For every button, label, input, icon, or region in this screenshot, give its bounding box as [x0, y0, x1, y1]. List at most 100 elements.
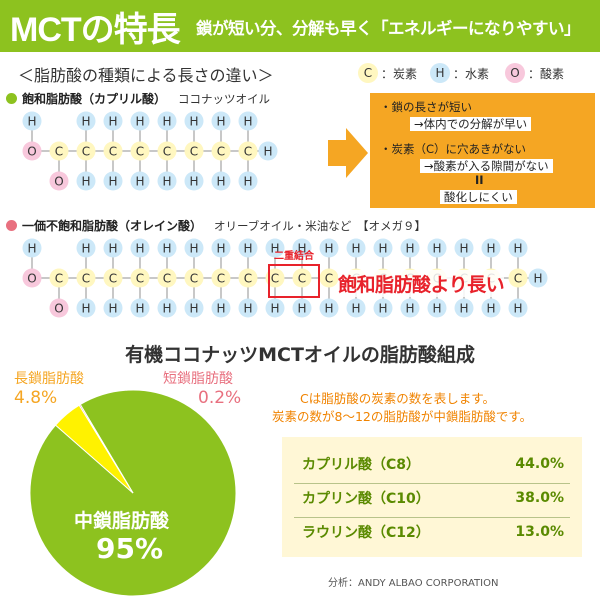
- svg-text:C: C: [244, 272, 252, 286]
- carbon-atom: C: [184, 141, 204, 161]
- info-box: ・鎖の長さが短い →体内での分解が早い ・炭素（C）に穴あきがない →酸素が入る…: [370, 93, 595, 208]
- svg-text:C: C: [514, 272, 522, 286]
- svg-text:H: H: [324, 302, 333, 316]
- pie-label-medium-chain: 中鎖脂肪酸: [74, 510, 170, 532]
- svg-text:H: H: [135, 242, 144, 256]
- right-arrow-icon: [328, 128, 368, 178]
- svg-text:H: H: [459, 302, 468, 316]
- svg-text:C: C: [82, 272, 90, 286]
- hydrogen-atom: H: [481, 298, 501, 318]
- hydrogen-atom: H: [346, 238, 366, 258]
- legend-oxygen-label: ：酸素: [528, 66, 565, 81]
- hydrogen-atom: H: [400, 238, 420, 258]
- hydrogen-atom: H: [211, 171, 231, 191]
- svg-text:H: H: [243, 115, 252, 129]
- svg-text:H: H: [297, 242, 306, 256]
- carbon-atom: C: [103, 141, 123, 161]
- hydrogen-atom: H: [238, 238, 258, 258]
- section-title: ＜脂肪酸の種類による長さの違い＞: [18, 66, 274, 85]
- table-row-name: ラウリン酸（C12）: [302, 525, 430, 541]
- svg-text:H: H: [162, 242, 171, 256]
- hydrogen-atom: H: [103, 298, 123, 318]
- svg-text:O: O: [54, 175, 63, 189]
- hydrogen-atom: H: [76, 238, 96, 258]
- legend-hydrogen: H ：水素: [430, 63, 489, 83]
- oxygen-atom: O: [49, 171, 69, 191]
- legend-carbon-label: ：炭素: [381, 66, 418, 81]
- carbon-atom: C: [76, 141, 96, 161]
- hydrogen-atom: H: [184, 171, 204, 191]
- svg-text:H: H: [297, 302, 306, 316]
- hydrogen-atom: H: [103, 111, 123, 131]
- hydrogen-atom: H: [76, 171, 96, 191]
- svg-text:H: H: [486, 242, 495, 256]
- svg-text:C: C: [190, 145, 198, 159]
- svg-text:H: H: [81, 115, 90, 129]
- hydrogen-atom: H: [211, 238, 231, 258]
- hydrogen-atom: H: [157, 238, 177, 258]
- hydrogen-atom: H: [265, 238, 285, 258]
- table-row-value: 38.0%: [515, 490, 564, 506]
- carbon-atom: C: [508, 268, 528, 288]
- svg-text:H: H: [135, 115, 144, 129]
- carbon-atom: C: [76, 268, 96, 288]
- hydrogen-atom: H: [238, 171, 258, 191]
- carbon-atom: C: [49, 268, 69, 288]
- carbon-atom: C: [211, 268, 231, 288]
- hydrogen-atom: H: [292, 238, 312, 258]
- carbon-atom: C: [319, 268, 339, 288]
- svg-text:H: H: [405, 302, 414, 316]
- hydrogen-atom: H: [211, 298, 231, 318]
- svg-text:H: H: [263, 145, 272, 159]
- svg-text:H: H: [189, 175, 198, 189]
- hydrogen-atom: H: [481, 238, 501, 258]
- composition-table: カプリル酸（C8） 44.0% カプリン酸（C10） 38.0% ラウリン酸（C…: [282, 437, 582, 557]
- svg-text:H: H: [351, 242, 360, 256]
- carbon-atom: C: [130, 141, 150, 161]
- hydrogen-atom: H: [211, 111, 231, 131]
- table-row-name: カプリン酸（C10）: [302, 491, 430, 507]
- table-row-value: 44.0%: [515, 456, 564, 472]
- svg-text:H: H: [216, 242, 225, 256]
- composition-pie-chart: [29, 389, 237, 597]
- svg-text:H: H: [108, 115, 117, 129]
- hydrogen-atom: H: [319, 298, 339, 318]
- hydrogen-atom: H: [265, 298, 285, 318]
- hydrogen-atom: H: [157, 298, 177, 318]
- carbon-atom: C: [238, 141, 258, 161]
- legend-oxygen: O ：酸素: [505, 63, 564, 83]
- svg-text:H: H: [432, 242, 441, 256]
- svg-text:H: H: [162, 115, 171, 129]
- pie-label-short-chain: 短鎖脂肪酸: [163, 371, 233, 387]
- svg-text:C: C: [217, 272, 225, 286]
- note-mct-definition: 炭素の数が8～12の脂肪酸が中鎖脂肪酸です。: [272, 409, 533, 424]
- svg-text:H: H: [189, 115, 198, 129]
- page-title: MCTの特長: [10, 11, 181, 49]
- svg-text:H: H: [216, 302, 225, 316]
- svg-text:H: H: [405, 242, 414, 256]
- svg-text:O: O: [27, 272, 36, 286]
- hydrogen-atom: H: [258, 141, 278, 161]
- svg-text:C: C: [325, 272, 333, 286]
- hydrogen-atom: H: [400, 298, 420, 318]
- info-line-2: →体内での分解が早い: [410, 117, 532, 131]
- svg-text:C: C: [244, 145, 252, 159]
- svg-text:H: H: [324, 242, 333, 256]
- svg-text:H: H: [162, 302, 171, 316]
- oleic-bullet-icon: [6, 220, 17, 231]
- svg-text:O: O: [27, 145, 36, 159]
- hydrogen-atom: H: [130, 111, 150, 131]
- hydrogen-atom: H: [157, 111, 177, 131]
- double-bond-highlight: [268, 264, 320, 298]
- header-banner: [0, 0, 600, 52]
- carbon-atom: C: [157, 141, 177, 161]
- svg-text:H: H: [432, 302, 441, 316]
- pie-value-medium-chain: 95%: [96, 532, 164, 565]
- pie-value-long-chain: 4.8%: [14, 388, 58, 408]
- svg-text:H: H: [81, 242, 90, 256]
- svg-text:C: C: [55, 145, 63, 159]
- longer-than-saturated-label: 飽和脂肪酸より長い: [338, 270, 505, 297]
- hydrogen-atom: H: [103, 238, 123, 258]
- svg-text:H: H: [243, 175, 252, 189]
